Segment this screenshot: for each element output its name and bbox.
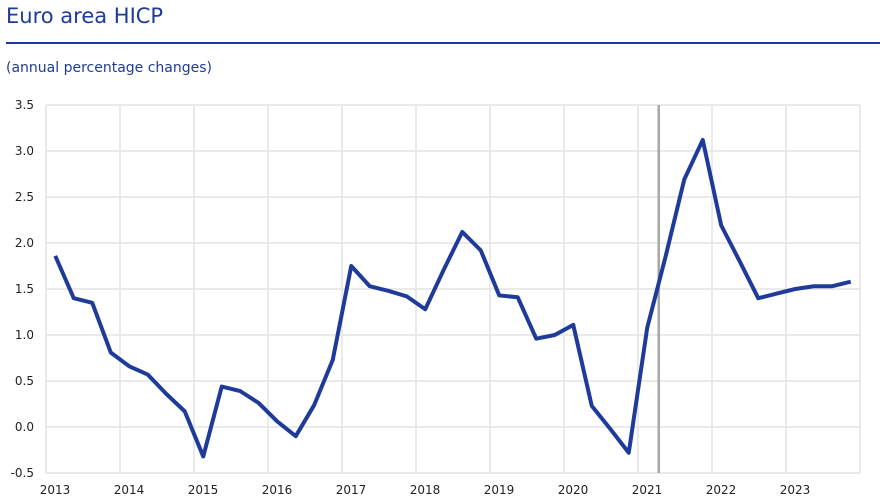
- x-tick-label: 2023: [780, 483, 811, 497]
- x-tick-label: 2018: [410, 483, 441, 497]
- series-line: [53, 137, 852, 459]
- y-tick-label: 0.0: [15, 420, 34, 434]
- x-tick-label: 2013: [40, 483, 71, 497]
- chart-title: Euro area HICP: [6, 4, 164, 28]
- y-tick-label: 1.0: [15, 328, 34, 342]
- x-tick-label: 2022: [706, 483, 737, 497]
- x-tick-label: 2020: [558, 483, 589, 497]
- x-tick-label: 2017: [336, 483, 367, 497]
- x-tick-label: 2016: [262, 483, 293, 497]
- x-tick-label: 2015: [188, 483, 219, 497]
- chart-subtitle: (annual percentage changes): [6, 60, 213, 76]
- x-tick-label: 2014: [114, 483, 145, 497]
- y-tick-label: 3.0: [15, 144, 34, 158]
- x-tick-label: 2019: [484, 483, 515, 497]
- y-tick-label: 2.5: [15, 190, 34, 204]
- y-tick-label: -0.5: [11, 466, 34, 480]
- y-tick-label: 2.0: [15, 236, 34, 250]
- title-underline: [6, 42, 880, 44]
- y-tick-label: 0.5: [15, 374, 34, 388]
- x-tick-label: 2021: [632, 483, 663, 497]
- y-tick-label: 1.5: [15, 282, 34, 296]
- y-tick-label: 3.5: [15, 98, 34, 112]
